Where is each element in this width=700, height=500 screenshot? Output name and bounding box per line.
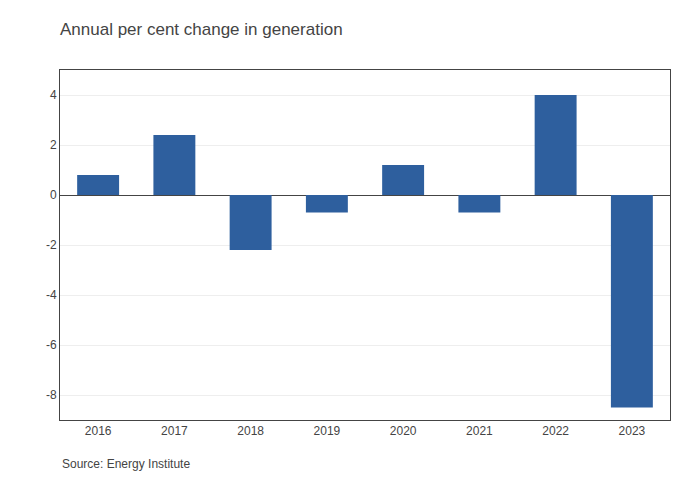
svg-text:2019: 2019 (314, 424, 341, 438)
svg-text:2022: 2022 (542, 424, 569, 438)
svg-text:2020: 2020 (390, 424, 417, 438)
svg-text:2021: 2021 (466, 424, 493, 438)
svg-text:4: 4 (50, 88, 57, 102)
svg-text:-2: -2 (46, 238, 57, 252)
svg-text:0: 0 (50, 188, 57, 202)
svg-text:-4: -4 (46, 288, 57, 302)
svg-text:2016: 2016 (85, 424, 112, 438)
svg-text:Source: Energy Institute: Source: Energy Institute (62, 457, 190, 471)
svg-text:-6: -6 (46, 338, 57, 352)
svg-text:-8: -8 (46, 388, 57, 402)
svg-text:Annual per cent change in gene: Annual per cent change in generation (60, 20, 343, 39)
svg-text:2023: 2023 (619, 424, 646, 438)
svg-text:2018: 2018 (237, 424, 264, 438)
svg-text:2017: 2017 (161, 424, 188, 438)
svg-text:2: 2 (50, 138, 57, 152)
